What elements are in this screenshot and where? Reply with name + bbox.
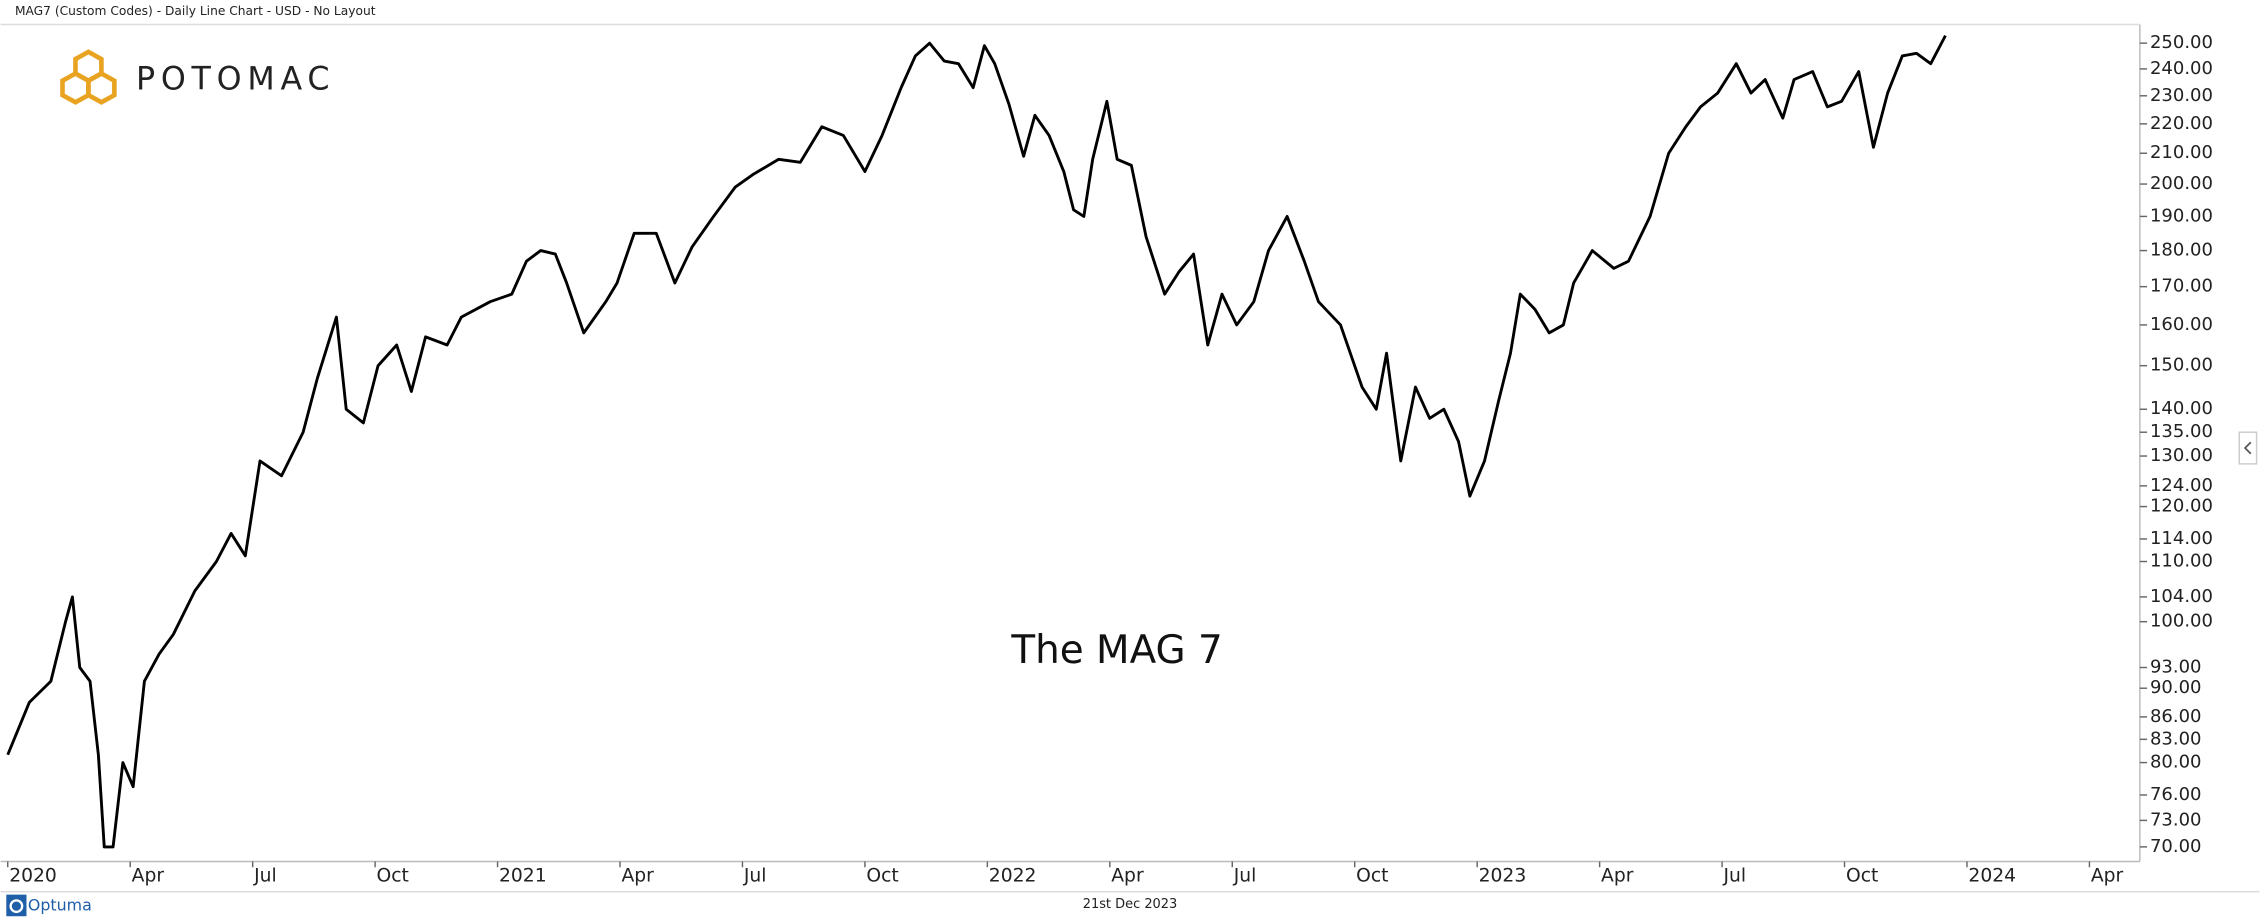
y-tick-label: 83.00 [2150, 728, 2202, 749]
x-tick-label: 2021 [499, 865, 547, 886]
x-tick-label: 2020 [9, 865, 57, 886]
collapse-button-box[interactable] [2238, 431, 2258, 465]
x-tick-label: Apr [621, 865, 654, 886]
chart-annotation: The MAG 7 [1010, 628, 1222, 673]
y-tick-label: 250.00 [2150, 32, 2213, 53]
y-tick-label: 124.00 [2150, 475, 2213, 496]
chart-header: MAG7 (Custom Codes) - Daily Line Chart -… [15, 4, 376, 18]
x-tick-label: Oct [866, 865, 898, 886]
y-tick-label: 170.00 [2150, 276, 2213, 297]
y-tick-label: 100.00 [2150, 611, 2213, 632]
logo-icon [60, 49, 117, 105]
y-tick-label: 190.00 [2150, 205, 2213, 226]
brand-text: Optuma [28, 896, 92, 915]
x-tick-label: Jul [743, 865, 767, 886]
x-tick-label: Oct [377, 865, 409, 886]
x-tick-label: Apr [1111, 865, 1144, 886]
collapse-arrow[interactable] [2243, 441, 2252, 455]
x-tick-label: 2023 [1479, 865, 1527, 886]
x-tick-label: Oct [1356, 865, 1388, 886]
y-tick-label: 210.00 [2150, 142, 2213, 163]
y-tick-label: 230.00 [2150, 85, 2213, 106]
y-tick-label: 180.00 [2150, 240, 2213, 261]
logo: POTOMAC [60, 49, 335, 105]
y-tick-label: 135.00 [2150, 421, 2213, 442]
brand-icon-mark [9, 899, 24, 914]
footer-brand: Optuma [6, 894, 92, 917]
y-tick-label: 110.00 [2150, 551, 2213, 572]
y-tick-label: 104.00 [2150, 586, 2213, 607]
y-tick-label: 120.00 [2150, 496, 2213, 517]
y-tick-label: 90.00 [2150, 677, 2202, 698]
y-tick-label: 130.00 [2150, 445, 2213, 466]
y-tick-label: 240.00 [2150, 58, 2213, 79]
logo-text: POTOMAC [136, 62, 335, 98]
x-tick-label: Oct [1846, 865, 1878, 886]
y-tick-label: 150.00 [2150, 355, 2213, 376]
collapse-button[interactable] [2238, 431, 2258, 465]
y-tick-label: 140.00 [2150, 398, 2213, 419]
y-tick-label: 220.00 [2150, 113, 2213, 134]
x-tick-label: Apr [132, 865, 165, 886]
x-tick-label: Jul [1723, 865, 1747, 886]
y-tick-label: 70.00 [2150, 836, 2202, 857]
y-tick-label: 200.00 [2150, 173, 2213, 194]
x-tick-label: Jul [1233, 865, 1257, 886]
x-tick-label: Jul [253, 865, 277, 886]
y-tick-label: 160.00 [2150, 314, 2213, 335]
y-tick-label: 76.00 [2150, 784, 2202, 805]
x-tick-label: Apr [1601, 865, 1634, 886]
y-tick-label: 86.00 [2150, 706, 2202, 727]
y-tick-label: 93.00 [2150, 657, 2202, 678]
y-tick-label: 80.00 [2150, 752, 2202, 773]
x-tick-label: 2022 [989, 865, 1037, 886]
price-line [6, 34, 1947, 849]
x-tick-label: Apr [2091, 865, 2124, 886]
y-tick-label: 73.00 [2150, 809, 2202, 830]
x-tick-label: 2024 [1968, 865, 2016, 886]
y-tick-label: 114.00 [2150, 528, 2213, 549]
footer-date: 21st Dec 2023 [1083, 897, 1178, 912]
